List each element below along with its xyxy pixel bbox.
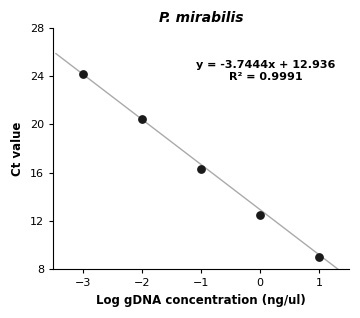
Title: P. mirabilis: P. mirabilis — [159, 11, 243, 25]
Text: y = -3.7444x + 12.936
R² = 0.9991: y = -3.7444x + 12.936 R² = 0.9991 — [196, 60, 336, 82]
X-axis label: Log gDNA concentration (ng/ul): Log gDNA concentration (ng/ul) — [96, 294, 306, 307]
Point — [316, 255, 322, 260]
Point — [80, 71, 85, 76]
Point — [257, 212, 263, 218]
Y-axis label: Ct value: Ct value — [11, 121, 24, 176]
Point — [139, 117, 145, 122]
Point — [198, 167, 204, 172]
